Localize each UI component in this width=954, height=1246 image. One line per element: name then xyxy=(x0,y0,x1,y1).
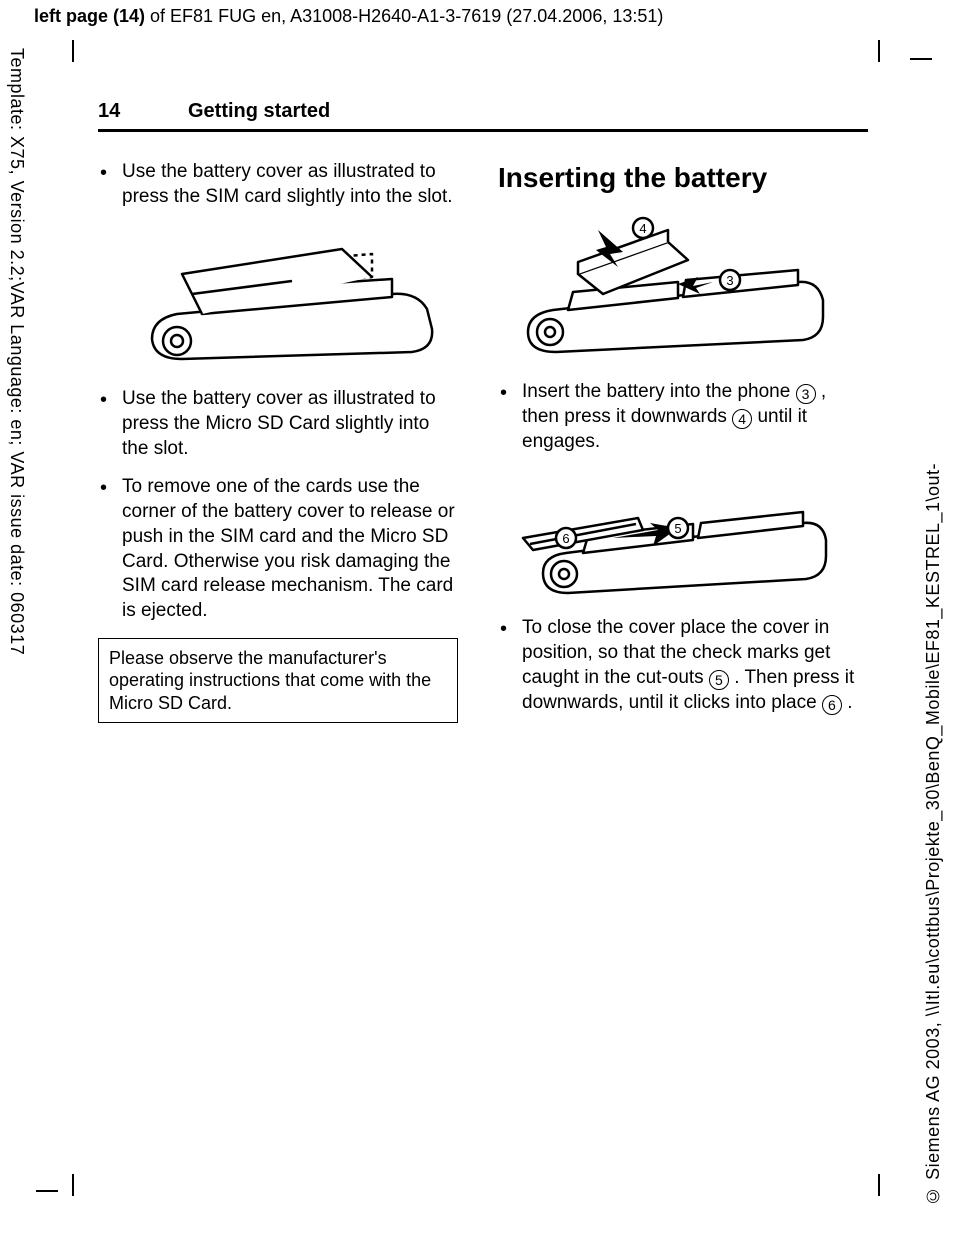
right-bullet-list-2: To close the cover place the cover in po… xyxy=(498,616,858,715)
svg-text:5: 5 xyxy=(674,521,681,536)
insert-battery-illustration: 4 3 xyxy=(518,212,858,362)
page-number: 14 xyxy=(98,100,188,123)
template-info-left: Template: X75, Version 2.2;VAR Language:… xyxy=(6,48,27,655)
list-item: To remove one of the cards use the corne… xyxy=(98,475,458,623)
crop-mark xyxy=(910,58,932,60)
note-text: Please observe the manufacturer's operat… xyxy=(109,648,431,713)
bullet-text-part: Insert the battery into the phone xyxy=(522,381,796,402)
right-column: Inserting the battery xyxy=(498,160,858,729)
bullet-text-part: . xyxy=(847,692,852,713)
running-head: 14 Getting started xyxy=(98,100,868,132)
list-item: To close the cover place the cover in po… xyxy=(498,616,858,715)
circled-number-3: 3 xyxy=(796,384,816,404)
crop-mark xyxy=(72,40,74,62)
left-bullet-list: Use the battery cover as illustrated to … xyxy=(98,160,458,624)
circled-number-5: 5 xyxy=(709,670,729,690)
source-header-rest: of EF81 FUG en, A31008-H2640-A1-3-7619 (… xyxy=(145,6,663,26)
two-column-layout: Use the battery cover as illustrated to … xyxy=(98,160,868,729)
circled-number-4: 4 xyxy=(732,409,752,429)
source-header-bold: left page (14) xyxy=(34,6,145,26)
circled-number-6: 6 xyxy=(822,695,842,715)
copyright-path-right: © Siemens AG 2003, \\Itl.eu\cottbus\Proj… xyxy=(923,463,944,1206)
svg-text:3: 3 xyxy=(726,273,733,288)
page-body: 14 Getting started Use the battery cover… xyxy=(98,100,868,729)
bullet-text: Use the battery cover as illustrated to … xyxy=(122,161,453,207)
sim-slot-illustration xyxy=(142,219,458,369)
list-item: Insert the battery into the phone 3 , th… xyxy=(498,380,858,454)
list-item: Use the battery cover as illustrated to … xyxy=(98,160,458,369)
close-cover-illustration: 6 5 xyxy=(518,468,858,598)
section-title: Getting started xyxy=(188,100,330,123)
crop-mark xyxy=(878,1174,880,1196)
svg-text:6: 6 xyxy=(562,531,569,546)
crop-mark xyxy=(72,1174,74,1196)
subheading: Inserting the battery xyxy=(498,160,858,196)
list-item: Use the battery cover as illustrated to … xyxy=(98,387,458,461)
bullet-text: Use the battery cover as illustrated to … xyxy=(122,388,436,458)
note-box: Please observe the manufacturer's operat… xyxy=(98,638,458,724)
right-bullet-list: Insert the battery into the phone 3 , th… xyxy=(498,380,858,454)
crop-mark xyxy=(878,40,880,62)
crop-mark xyxy=(36,1190,58,1192)
svg-text:4: 4 xyxy=(639,221,646,236)
left-column: Use the battery cover as illustrated to … xyxy=(98,160,458,729)
source-header: left page (14) of EF81 FUG en, A31008-H2… xyxy=(34,6,663,27)
bullet-text: To remove one of the cards use the corne… xyxy=(122,476,455,620)
